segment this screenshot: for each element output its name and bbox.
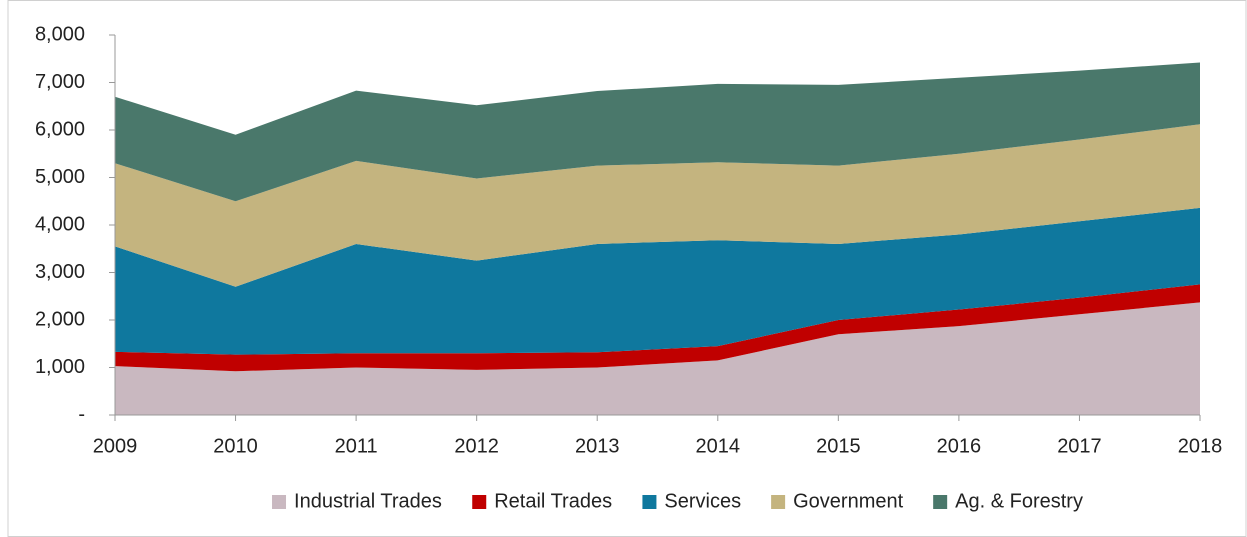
x-tick-label: 2010 [213, 435, 258, 457]
y-tick-label: 2,000 [35, 308, 85, 330]
legend-label: Industrial Trades [294, 490, 442, 512]
x-tick-label: 2017 [1057, 435, 1102, 457]
y-tick-label: 6,000 [35, 118, 85, 140]
y-tick-label: - [78, 403, 85, 425]
y-tick-label: 3,000 [35, 261, 85, 283]
x-tick-label: 2012 [454, 435, 499, 457]
y-tick-label: 5,000 [35, 166, 85, 188]
x-tick-label: 2015 [816, 435, 861, 457]
legend-swatch [272, 495, 287, 509]
x-tick-label: 2013 [575, 435, 620, 457]
y-tick-label: 8,000 [35, 23, 85, 45]
y-tick-label: 1,000 [35, 356, 85, 378]
legend-label: Government [793, 490, 903, 512]
y-tick-label: 4,000 [35, 213, 85, 235]
legend-label: Retail Trades [494, 490, 612, 512]
x-tick-label: 2011 [335, 435, 378, 457]
area [115, 284, 1200, 372]
x-tick-label: 2014 [696, 435, 741, 457]
legend-swatch [472, 495, 487, 509]
area [115, 302, 1200, 415]
y-tick-label: 7,000 [35, 71, 85, 93]
area [115, 124, 1200, 287]
legend-label: Ag. & Forestry [955, 490, 1083, 512]
legend-swatch [933, 495, 948, 509]
legend-swatch [642, 495, 657, 509]
legend-label: Services [664, 490, 741, 512]
legend-swatch [771, 495, 786, 509]
x-tick-label: 2009 [93, 435, 138, 457]
area [115, 207, 1200, 355]
x-tick-label: 2016 [937, 435, 982, 457]
x-tick-label: 2018 [1178, 435, 1223, 457]
area [115, 62, 1200, 202]
